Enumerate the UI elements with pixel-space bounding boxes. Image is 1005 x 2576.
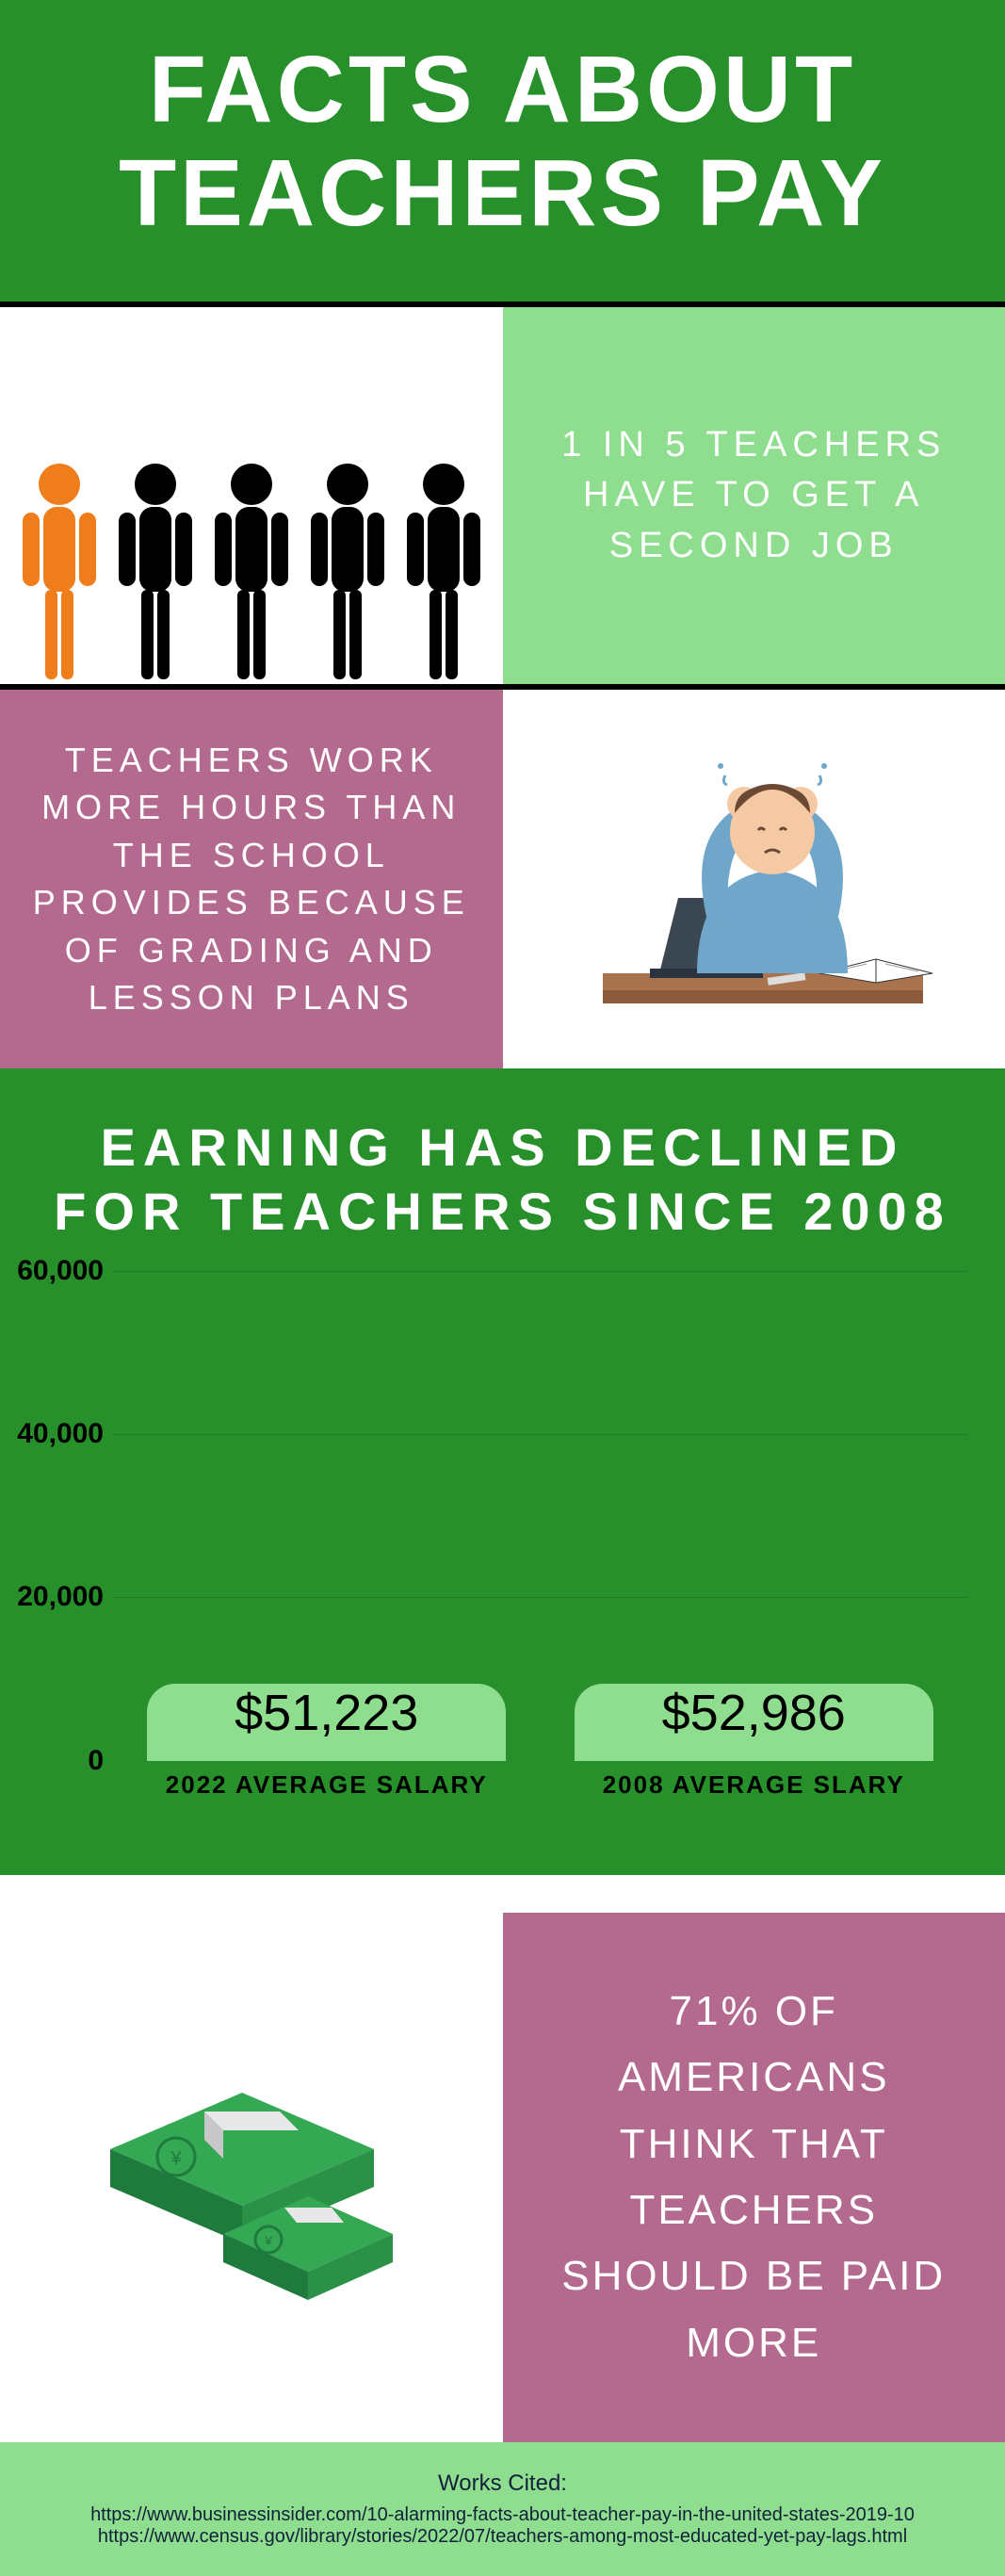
person-icon bbox=[401, 458, 486, 684]
fact-text-3: 71% OF AMERICANS THINK THAT TEACHERS SHO… bbox=[550, 1979, 959, 2376]
person-icon bbox=[305, 458, 390, 684]
chart-section: EARNING HAS DECLINED FOR TEACHERS SINCE … bbox=[0, 1068, 1005, 1874]
fact-box-1: 1 IN 5 TEACHERS HAVE TO GET A SECOND JOB bbox=[503, 307, 1005, 684]
cited-title: Works Cited: bbox=[19, 2470, 986, 2497]
person-icon bbox=[113, 458, 198, 684]
infographic: FACTS ABOUT TEACHERS PAY 1 IN 5 TEACHERS… bbox=[0, 0, 1005, 2576]
works-cited: Works Cited: https://www.businessinsider… bbox=[0, 2442, 1005, 2576]
fact-box-3: 71% OF AMERICANS THINK THAT TEACHERS SHO… bbox=[503, 1913, 1005, 2442]
citation-1: https://www.businessinsider.com/10-alarm… bbox=[19, 2504, 986, 2526]
fact-box-2: TEACHERS WORK MORE HOURS THAN THE SCHOOL… bbox=[0, 690, 503, 1068]
section-second-job: 1 IN 5 TEACHERS HAVE TO GET A SECOND JOB bbox=[0, 307, 1005, 684]
main-title: FACTS ABOUT TEACHERS PAY bbox=[19, 38, 986, 245]
stressed-person-icon bbox=[556, 709, 951, 1049]
y-tick-label: 40,000 bbox=[17, 1418, 104, 1450]
header-banner: FACTS ABOUT TEACHERS PAY bbox=[0, 0, 1005, 302]
person-icon bbox=[209, 458, 294, 684]
bar-chart: 020,00040,00060,000 $51,223$52,986 bbox=[113, 1271, 967, 1761]
y-tick-label: 0 bbox=[88, 1745, 104, 1777]
fact-text-1: 1 IN 5 TEACHERS HAVE TO GET A SECOND JOB bbox=[541, 420, 968, 571]
person-icon bbox=[17, 458, 102, 684]
svg-text:¥: ¥ bbox=[264, 2233, 272, 2248]
bar-label: 2008 AVERAGE SLARY bbox=[575, 1770, 933, 1800]
bar: $52,986 bbox=[575, 1684, 933, 1761]
money-illustration: ¥ ¥ bbox=[0, 1913, 503, 2442]
people-row bbox=[0, 307, 503, 684]
citation-2: https://www.census.gov/library/stories/2… bbox=[19, 2526, 986, 2548]
bar: $51,223 bbox=[147, 1684, 506, 1761]
bar-labels: 2022 AVERAGE SALARY 2008 AVERAGE SLARY bbox=[113, 1770, 967, 1800]
section-work-hours: TEACHERS WORK MORE HOURS THAN THE SCHOOL… bbox=[0, 684, 1005, 1068]
fact-text-2: TEACHERS WORK MORE HOURS THAN THE SCHOOL… bbox=[28, 737, 475, 1021]
bar-label: 2022 AVERAGE SALARY bbox=[147, 1770, 506, 1800]
y-tick-label: 20,000 bbox=[17, 1581, 104, 1613]
y-axis: 020,00040,00060,000 bbox=[38, 1271, 113, 1761]
section-poll: ¥ ¥ 71% OF AMERICANS THINK THAT TEACHERS… bbox=[0, 1875, 1005, 2442]
y-tick-label: 60,000 bbox=[17, 1255, 104, 1287]
bars-container: $51,223 $52,986 bbox=[113, 1271, 967, 1761]
bar-value: $51,223 bbox=[235, 1684, 418, 1742]
bar-value: $52,986 bbox=[662, 1684, 846, 1742]
stressed-person-illustration bbox=[503, 690, 1005, 1068]
money-stack-icon: ¥ ¥ bbox=[73, 2036, 430, 2319]
chart-title: EARNING HAS DECLINED FOR TEACHERS SINCE … bbox=[38, 1116, 967, 1242]
svg-text:¥: ¥ bbox=[170, 2148, 182, 2169]
